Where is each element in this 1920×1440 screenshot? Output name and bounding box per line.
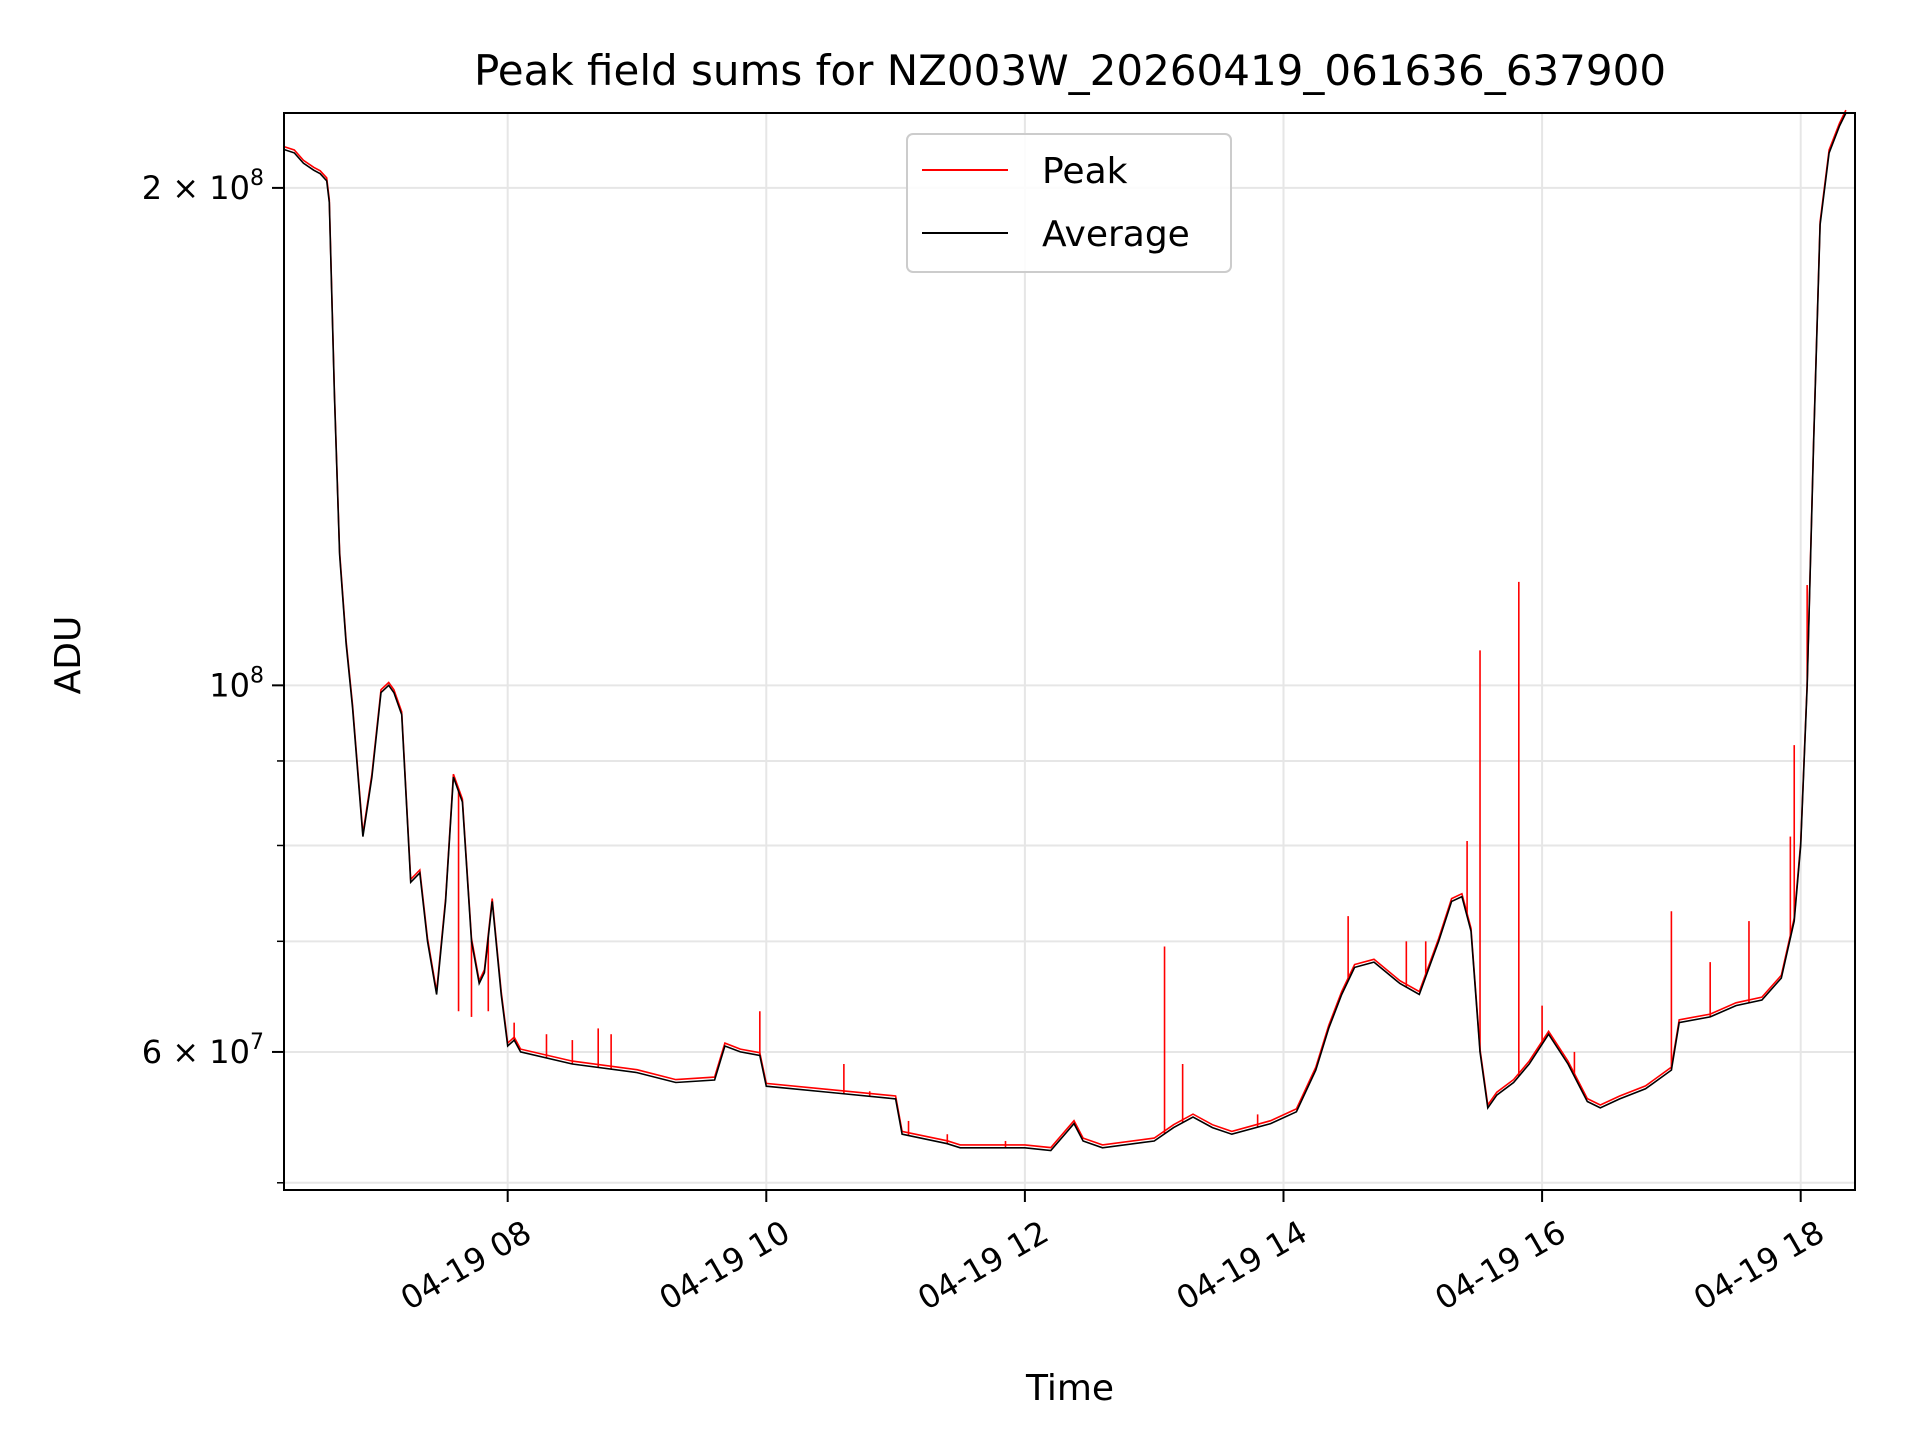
axes: 04-19 08 04-19 10 04-19 12 04-19 14 04-19 16… (142, 112, 1856, 1318)
x-tick-label: 04-19 12 (911, 1213, 1055, 1318)
y-axis-label: ADU (48, 616, 89, 695)
legend: Peak Average (906, 133, 1232, 273)
x-tick-label: 04-19 16 (1428, 1213, 1572, 1318)
peak-series-line (283, 109, 1847, 1149)
x-tick-label: 04-19 10 (653, 1213, 797, 1318)
x-tick-label: 04-19 08 (394, 1213, 538, 1318)
x-tick-label: 04-19 18 (1687, 1213, 1831, 1318)
y-tick-label: 6 × 107 (142, 1030, 264, 1071)
legend-peak-label: Peak (1042, 151, 1128, 192)
grid-lines (284, 113, 1855, 1190)
y-tick-label: 2 × 108 (142, 166, 264, 207)
average-series-line (283, 112, 1847, 1152)
series-layer (283, 109, 1847, 1152)
x-tick-label: 04-19 14 (1170, 1213, 1314, 1318)
legend-average-label: Average (1042, 214, 1190, 255)
plot-frame (283, 112, 1856, 1191)
chart-title: Peak field sums for NZ003W_20260419_0616… (474, 46, 1666, 95)
legend-box (906, 133, 1232, 273)
y-tick-label: 108 (209, 663, 264, 704)
x-axis-label: Time (1025, 1368, 1114, 1409)
